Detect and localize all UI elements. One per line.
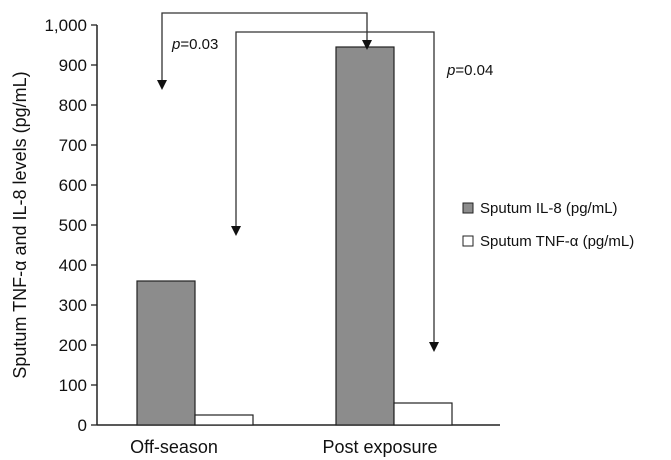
legend-label-tnf: Sputum TNF-α (pg/mL) xyxy=(480,233,634,250)
bars-group xyxy=(136,46,453,426)
legend: Sputum IL-8 (pg/mL) Sputum TNF-α (pg/mL) xyxy=(462,200,634,250)
p-value-annotation-2: p=0.04 xyxy=(446,62,493,79)
bar-il8-post-exposure xyxy=(335,46,395,426)
y-tick-label: 1,000 xyxy=(44,16,87,35)
y-tick-label: 100 xyxy=(59,376,87,395)
bar-tnf-off-season xyxy=(194,414,254,426)
y-tick-label: 800 xyxy=(59,96,87,115)
legend-label-il8: Sputum IL-8 (pg/mL) xyxy=(480,200,618,217)
p-value-annotation-1: p=0.03 xyxy=(171,36,218,53)
category-label-post-exposure: Post exposure xyxy=(322,437,437,457)
y-axis-label: Sputum TNF-α and IL-8 levels (pg/mL) xyxy=(10,71,30,378)
y-axis-ticks: 0 100 200 300 400 500 600 700 800 900 1,000 xyxy=(44,16,97,435)
y-tick-label: 500 xyxy=(59,216,87,235)
y-tick-label: 600 xyxy=(59,176,87,195)
category-label-off-season: Off-season xyxy=(130,437,218,457)
y-tick-label: 300 xyxy=(59,296,87,315)
significance-bracket-il8 xyxy=(157,12,372,90)
legend-swatch-il8 xyxy=(462,202,474,214)
y-tick-label: 0 xyxy=(78,416,87,435)
y-tick-label: 200 xyxy=(59,336,87,355)
legend-swatch-tnf xyxy=(462,235,474,247)
bar-il8-off-season xyxy=(136,280,196,426)
y-tick-label: 700 xyxy=(59,136,87,155)
significance-bracket-tnf xyxy=(231,31,439,352)
y-tick-label: 400 xyxy=(59,256,87,275)
y-tick-label: 900 xyxy=(59,56,87,75)
bar-tnf-post-exposure xyxy=(393,402,453,426)
